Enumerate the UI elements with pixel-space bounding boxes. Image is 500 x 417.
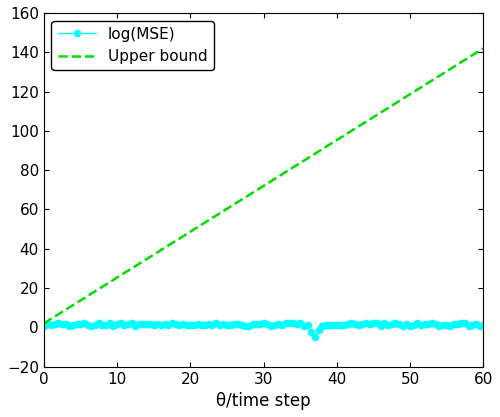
log(MSE) — [56, 320, 62, 325]
log(MSE) — [345, 321, 351, 326]
log(MSE) — [480, 323, 486, 328]
log(MSE) — [147, 322, 153, 327]
Line: log(MSE): log(MSE) — [40, 320, 486, 340]
log(MSE) — [323, 322, 329, 327]
log(MSE) — [458, 321, 464, 326]
X-axis label: θ/time step: θ/time step — [216, 392, 311, 410]
log(MSE) — [41, 323, 47, 328]
log(MSE) — [88, 323, 94, 328]
log(MSE) — [232, 322, 237, 327]
Legend: log(MSE), Upper bound: log(MSE), Upper bound — [52, 20, 214, 70]
log(MSE) — [312, 335, 318, 340]
